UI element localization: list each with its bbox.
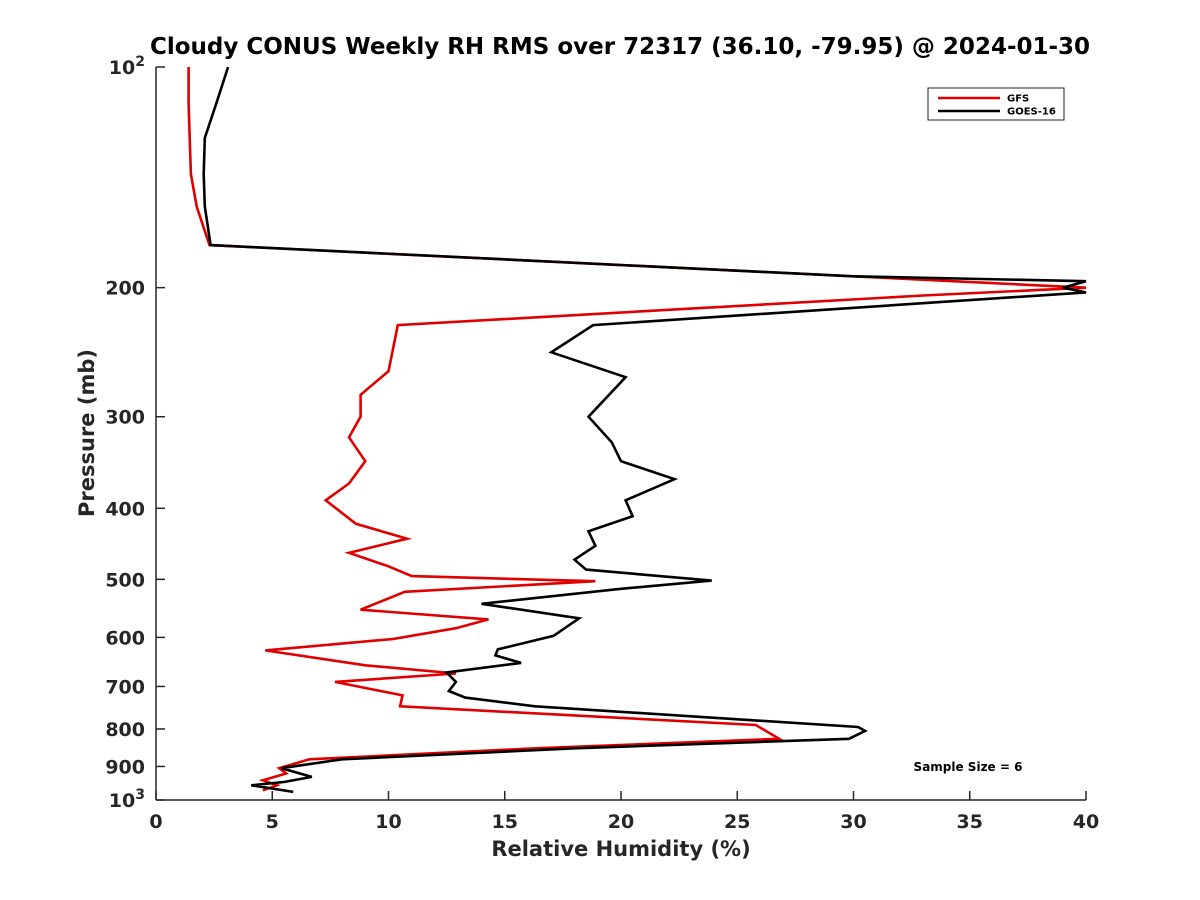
- x-tick-label: 5: [266, 811, 279, 833]
- series-line-goes-16: [202, 66, 1087, 794]
- x-tick-label: 30: [840, 811, 866, 833]
- legend-box: [927, 87, 1065, 121]
- y-tick-label: 103: [109, 787, 145, 812]
- y-tick-label: 400: [105, 498, 145, 520]
- y-tick-label: 600: [105, 627, 145, 649]
- x-tick-label: 20: [608, 811, 634, 833]
- y-tick-label: 800: [105, 719, 145, 741]
- series-line-gfs: [187, 67, 1087, 792]
- x-tick-label: 40: [1073, 811, 1099, 833]
- y-tick-label: 300: [105, 407, 145, 429]
- y-tick-label: 200: [105, 278, 145, 300]
- x-tick-label: 25: [724, 811, 750, 833]
- series-layer: [187, 66, 1087, 794]
- y-axis-label: Pressure (mb): [75, 349, 99, 517]
- x-tick-label: 35: [957, 811, 983, 833]
- y-ticks: 102 200 300 400 500 600 700 800 900 103: [105, 54, 165, 812]
- legend-label: GOES-16: [1007, 107, 1056, 118]
- y-tick-label: 700: [105, 676, 145, 698]
- chart-title: Cloudy CONUS Weekly RH RMS over 72317 (3…: [150, 34, 1090, 60]
- legend-label: GFS: [1007, 94, 1029, 105]
- x-tick-label: 15: [492, 811, 518, 833]
- sample-size-annotation: Sample Size = 6: [914, 760, 1023, 774]
- x-axis-label: Relative Humidity (%): [491, 837, 750, 861]
- x-ticks: 0 5 10 15 20 25 30 35 40: [149, 791, 1099, 833]
- x-tick-label: 0: [149, 811, 162, 833]
- y-tick-label: 900: [105, 756, 145, 778]
- legend: GFS GOES-16: [927, 87, 1065, 121]
- y-tick-label: 102: [109, 54, 145, 79]
- plot-area: [156, 67, 1086, 800]
- x-tick-label: 10: [375, 811, 401, 833]
- y-tick-label: 500: [105, 569, 145, 591]
